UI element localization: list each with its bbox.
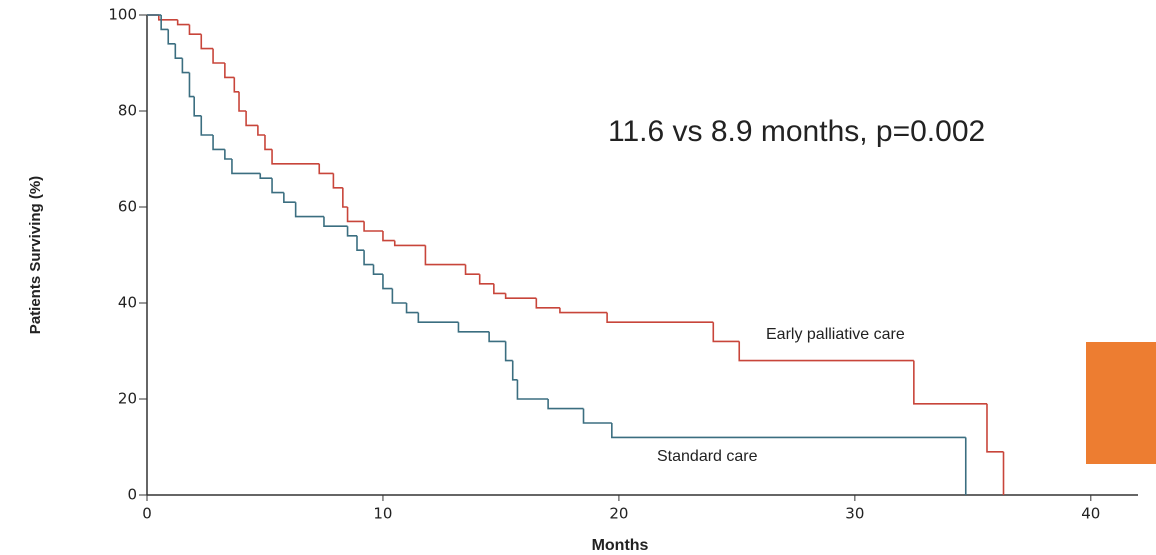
survival-step [271,149,320,165]
survival-step [391,288,407,304]
survival-step [363,250,374,266]
survival-step [504,341,513,362]
survival-step [559,307,608,314]
survival-step [417,312,459,323]
survival-step [535,298,560,309]
survival-step [457,322,490,333]
orange-block [1086,342,1156,464]
survival-step [193,96,202,117]
survival-step [212,48,225,64]
survival-step [188,72,195,98]
y-tick-label: 80 [118,102,137,120]
survival-step [332,173,343,189]
survival-step [738,341,914,362]
survival-step [157,15,178,21]
survival-step [283,192,296,203]
survival-step [547,399,584,410]
survival-step [372,264,383,275]
survival-step [356,235,365,251]
survival-step [174,43,183,59]
survival-step [363,221,383,232]
survival-step [393,240,426,247]
survival-step [611,423,966,439]
series-label: Standard care [657,448,758,465]
survival-step [478,274,494,285]
y-tick-label: 40 [118,294,137,312]
survival-step [382,231,395,242]
y-tick-label: 60 [118,198,137,216]
survival-step [488,331,506,343]
survival-step [160,15,169,31]
x-axis-label: Months [592,537,649,554]
survival-step [511,360,518,381]
survival-step [259,173,273,179]
survival-step [257,125,265,136]
x-tick-label: 0 [142,505,152,523]
survival-step [212,135,225,151]
survival-step [986,403,1004,453]
survival-step [200,115,214,136]
y-tick-label: 20 [118,390,137,408]
x-tick-label: 30 [845,505,864,523]
survival-step [176,19,190,26]
survival-step [188,24,202,35]
survival-step [464,264,480,275]
survival-step [200,34,214,50]
survival-step [231,159,261,175]
survival-step [233,77,240,93]
survival-step [238,91,247,112]
x-tick-label: 10 [373,505,392,523]
survival-step [712,322,740,343]
survival-step [424,245,466,266]
survival-step [516,379,549,400]
series-label: Early palliative care [766,326,905,343]
survival-step [504,293,537,299]
survival-step [913,360,987,405]
survival-step [382,274,393,290]
survival-step [405,303,419,314]
survival-step [493,283,506,295]
survival-step [318,163,334,175]
survival-step [346,207,365,223]
survival-step [346,226,357,237]
survival-step [294,202,324,218]
survival-step [342,187,348,208]
survival-step [224,63,235,79]
y-axis-label: Patients Surviving (%) [27,176,44,334]
survival-step [245,111,258,127]
survival-step [271,178,284,194]
survival-step [606,312,714,323]
x-tick-label: 40 [1081,505,1100,523]
survival-step [323,216,348,227]
annotation: 11.6 vs 8.9 months, p=0.002 [608,115,985,148]
y-tick-label: 100 [108,6,137,24]
survival-step [582,408,612,424]
survival-step [167,29,176,45]
y-tick-label: 0 [127,486,137,504]
survival-step [264,135,273,151]
survival-step [224,149,232,160]
survival-step [181,58,190,74]
x-tick-label: 20 [609,505,628,523]
